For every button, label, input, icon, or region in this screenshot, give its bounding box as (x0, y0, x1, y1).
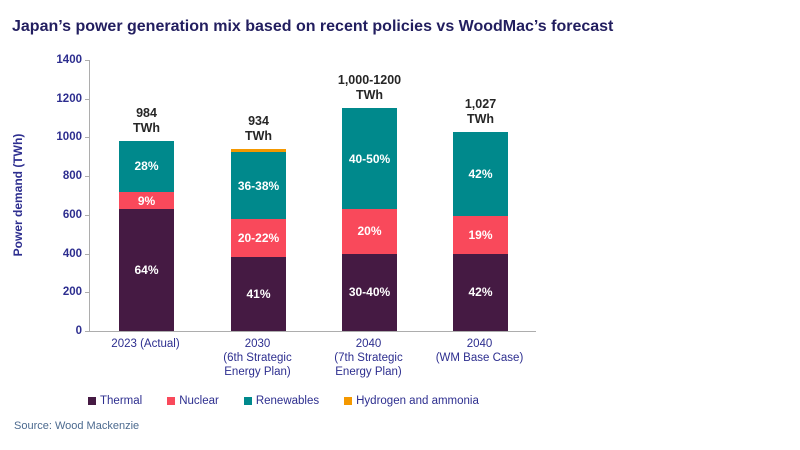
legend-label: Thermal (100, 395, 143, 407)
y-axis-tick-labels: 0 200 400 600 800 1000 1200 1400 (0, 54, 82, 337)
x-category-label: 2030 (6th Strategic Energy Plan) (223, 337, 291, 379)
bar-total-label-line: 1,000-1200 (337, 73, 402, 88)
bar-segment: 28% (119, 140, 174, 193)
x-category-label-line: Energy Plan) (224, 366, 291, 378)
x-category-label-line: 2040 (355, 338, 382, 350)
legend-swatch (167, 397, 176, 405)
stacked-bar: 30-40% 20% 40-50% (342, 108, 397, 331)
bar-total-label-line: TWh (355, 88, 384, 103)
x-axis-labels: 2023 (Actual) 2030 (6th Strategic Energy Pl… (89, 337, 535, 387)
y-tick-label: 0 (75, 325, 82, 337)
legend-item: Renewables (243, 395, 320, 407)
legend-item: Nuclear (167, 395, 219, 407)
legend-swatch (243, 397, 252, 405)
segment-percent-label: 42% (468, 285, 493, 300)
bar-segment: 20% (342, 209, 397, 254)
y-tick-label: 800 (62, 170, 82, 183)
stacked-bar: 64% 9% 28% (119, 140, 174, 331)
legend-label: Nuclear (179, 395, 219, 407)
bar-total-label-line: TWh (132, 120, 161, 135)
source-note: Source: Wood Mackenzie (14, 420, 140, 432)
y-tick-label: 200 (62, 286, 82, 299)
bar-total-label: 1,027 TWh (465, 97, 496, 127)
segment-percent-label: 36-38% (237, 178, 280, 193)
bar-total-label: 984 TWh (133, 106, 160, 136)
plot-area: 64% 9% 28% 984 TWh 41% 20-22% 36-38% 934 TWh 30-40… (85, 60, 536, 332)
bar-total-label: 1,000-1200 TWh (338, 73, 401, 103)
bar-segment: 40-50% (342, 108, 397, 210)
x-category-label-line: (6th Strategic (223, 352, 292, 364)
y-tick-mark (85, 60, 89, 61)
bar-segment (231, 149, 286, 153)
segment-percent-label: 30-40% (348, 285, 391, 300)
bar-segment: 30-40% (342, 253, 397, 331)
segment-percent-label: 64% (134, 263, 159, 278)
y-tick-mark (85, 98, 89, 100)
y-tick-mark (85, 176, 89, 178)
x-category-label-line: (7th Strategic (334, 352, 403, 364)
y-tick-label: 1000 (56, 131, 82, 144)
y-tick-mark (85, 253, 89, 255)
segment-percent-label: 20-22% (237, 230, 280, 245)
bar-segment: 20-22% (231, 218, 286, 257)
bar-segment: 64% (119, 209, 174, 331)
x-category-label-line: 2040 (466, 338, 493, 350)
legend-label: Renewables (255, 395, 320, 407)
x-category-label-line: 2030 (244, 338, 271, 350)
legend-swatch (344, 397, 353, 405)
bar-total-label-line: 934 (248, 114, 269, 129)
bar-segment: 19% (453, 215, 508, 254)
x-category-label-line: Energy Plan) (335, 366, 402, 378)
legend-swatch (88, 397, 96, 405)
x-category-label-line: (WM Base Case) (435, 352, 524, 364)
y-tick-label: 1200 (56, 92, 82, 105)
stacked-bar: 42% 19% 42% (453, 132, 508, 331)
chart-title: Japan’s power generation mix based on re… (12, 18, 614, 35)
segment-percent-label: 20% (357, 224, 382, 239)
segment-percent-label: 42% (468, 167, 493, 182)
y-tick-mark (85, 331, 89, 332)
y-tick-mark (85, 137, 89, 139)
segment-percent-label: 40-50% (348, 151, 391, 166)
bar-segment: 41% (231, 256, 286, 331)
segment-percent-label: 19% (468, 227, 493, 242)
bar-segment: 36-38% (231, 152, 286, 219)
y-tick-label: 400 (62, 247, 82, 260)
bar-total-label-line: TWh (244, 129, 273, 144)
legend-item: Thermal (88, 395, 142, 407)
legend-item: Hydrogen and ammonia (344, 395, 479, 407)
x-category-label-line: 2023 (Actual) (111, 338, 180, 350)
bar-total-label-line: 984 (136, 105, 157, 120)
segment-percent-label: 9% (137, 193, 156, 208)
bar-segment: 42% (453, 253, 508, 331)
stacked-bar: 41% 20-22% 36-38% (231, 149, 286, 331)
bar-segment: 9% (119, 192, 174, 210)
y-tick-mark (85, 292, 89, 294)
segment-percent-label: 28% (134, 159, 159, 174)
bar-total-label-line: TWh (466, 112, 495, 127)
chart-legend: Thermal Nuclear Renewables Hydrogen and amm… (88, 395, 479, 407)
y-tick-label: 600 (62, 208, 82, 221)
bar-total-label-line: 1,027 (464, 97, 497, 112)
segment-percent-label: 41% (246, 286, 271, 301)
bar-segment: 42% (453, 132, 508, 216)
y-tick-label: 1400 (56, 54, 82, 66)
y-tick-mark (85, 214, 89, 216)
x-category-label: 2040 (WM Base Case) (436, 337, 524, 365)
x-category-label: 2023 (Actual) (111, 337, 179, 351)
bar-total-label: 934 TWh (245, 114, 272, 144)
legend-label: Hydrogen and ammonia (356, 395, 479, 407)
x-category-label: 2040 (7th Strategic Energy Plan) (334, 337, 402, 379)
